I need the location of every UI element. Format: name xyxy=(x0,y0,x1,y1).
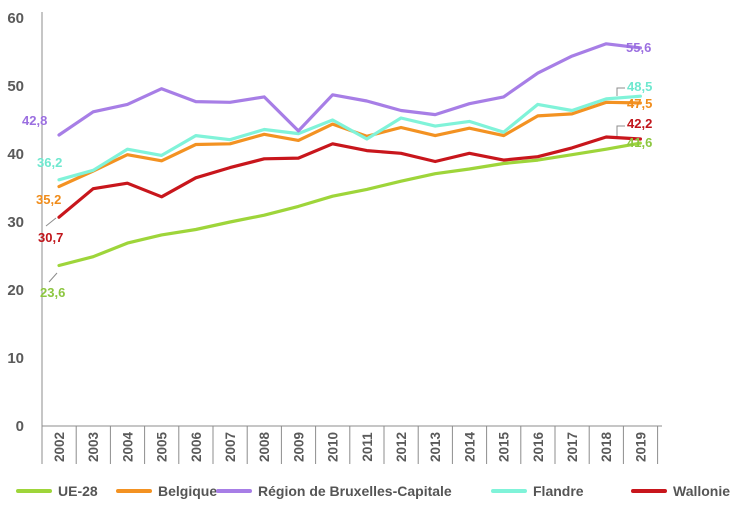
y-tick-label: 50 xyxy=(7,78,24,95)
x-tick-label: 2018 xyxy=(599,431,614,462)
legend-item: Wallonie xyxy=(631,483,730,499)
y-tick-label: 60 xyxy=(7,10,24,27)
end-value-label: 55,6 xyxy=(626,40,651,55)
value-labels: 23,6 41,6 35,2 47,5 42,8 55,6 36,2 48,5 30,7 42,2 xyxy=(22,40,652,300)
y-tick-label: 20 xyxy=(7,282,24,299)
start-value-label: 36,2 xyxy=(37,155,62,170)
y-tick-label: 40 xyxy=(7,146,24,163)
x-tick-label: 2003 xyxy=(86,431,101,462)
series-line-1 xyxy=(57,100,643,189)
x-tick-label: 2006 xyxy=(189,431,204,462)
start-value-label: 35,2 xyxy=(36,192,61,207)
x-tick-label: 2016 xyxy=(531,431,546,462)
legend-item: Région de Bruxelles-Capitale xyxy=(216,483,452,499)
series-lines xyxy=(57,42,643,268)
x-tick-label: 2008 xyxy=(257,431,272,462)
series-line-4 xyxy=(57,135,643,219)
legend-label: Région de Bruxelles-Capitale xyxy=(258,483,452,499)
x-tick-label: 2004 xyxy=(120,431,135,462)
y-tick-label: 10 xyxy=(7,350,24,367)
start-value-label: 23,6 xyxy=(40,285,65,300)
x-tick-label: 2011 xyxy=(360,432,375,462)
x-tick-label: 2007 xyxy=(223,432,238,462)
y-tick-label: 30 xyxy=(7,214,24,231)
leader-line xyxy=(616,125,625,136)
end-value-label: 48,5 xyxy=(627,79,652,94)
start-value-label: 30,7 xyxy=(38,230,63,245)
x-tick-label: 2014 xyxy=(462,431,477,462)
y-tick-label: 0 xyxy=(16,418,24,435)
legend-label: Belgique xyxy=(158,483,217,499)
series-line-0 xyxy=(57,141,643,268)
axes: 0 10 20 30 40 50 60 2002 2003 2004 2005 2006 2007 200… xyxy=(7,10,662,464)
leader-line xyxy=(45,217,57,227)
series-line-2 xyxy=(57,42,643,137)
series-line-3 xyxy=(57,94,643,182)
legend-label: Wallonie xyxy=(673,483,730,499)
legend-item: Belgique xyxy=(116,483,217,499)
x-tick-label: 2002 xyxy=(52,432,67,462)
x-tick-label: 2013 xyxy=(428,431,443,462)
end-value-label: 42,2 xyxy=(627,116,652,131)
legend-item: Flandre xyxy=(491,483,584,499)
legend-item: UE-28 xyxy=(16,483,98,499)
x-tick-label: 2019 xyxy=(633,432,648,462)
end-value-label: 41,6 xyxy=(627,135,652,150)
legend: UE-28 Belgique Région de Bruxelles-Capital… xyxy=(16,483,730,499)
x-tick-label: 2010 xyxy=(326,432,341,462)
x-tick-label: 2009 xyxy=(291,432,306,462)
start-value-label: 42,8 xyxy=(22,113,47,128)
x-tick-label: 2017 xyxy=(565,432,580,462)
x-tick-label: 2005 xyxy=(155,431,170,462)
end-value-label: 47,5 xyxy=(627,96,652,111)
legend-label: Flandre xyxy=(533,483,584,499)
legend-label: UE-28 xyxy=(58,483,98,499)
x-tick-label: 2015 xyxy=(497,431,512,462)
leader-line xyxy=(48,272,58,283)
leader-line xyxy=(616,87,625,96)
x-tick-label: 2012 xyxy=(394,432,409,462)
